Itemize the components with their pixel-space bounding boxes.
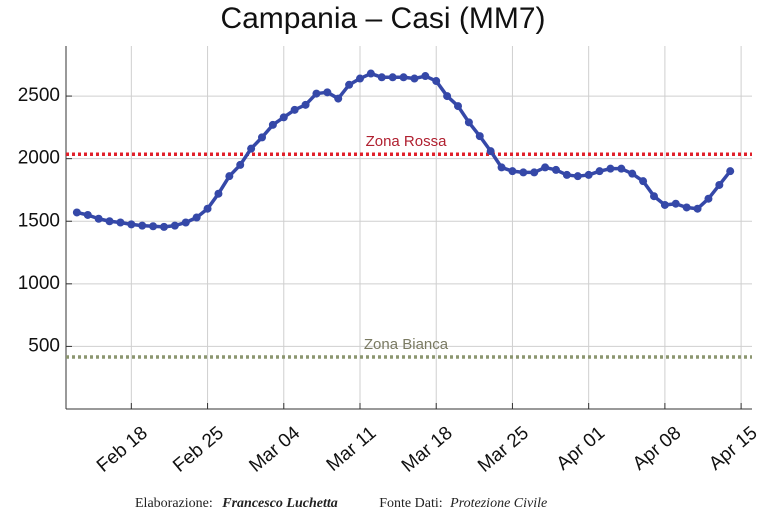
data-point (268, 120, 277, 129)
data-point (127, 220, 136, 229)
data-point (247, 144, 256, 153)
data-point (105, 217, 114, 226)
credit-name: Francesco Luchetta (221, 496, 338, 511)
data-point (639, 177, 648, 186)
data-point (214, 189, 223, 198)
y-tick-label: 2500 (18, 85, 60, 106)
data-point (72, 208, 81, 217)
chart-title: Campania – Casi (MM7) (220, 2, 545, 35)
data-point (562, 170, 571, 179)
data-point (595, 167, 604, 176)
y-tick-label: 500 (28, 335, 60, 356)
data-point (660, 200, 669, 209)
reference-label: Zona Bianca (364, 336, 449, 353)
data-point (671, 199, 680, 208)
data-point (704, 194, 713, 203)
footer: Elaborazione: Francesco Luchetta Fonte D… (135, 496, 547, 511)
data-point (464, 118, 473, 127)
data-point (454, 102, 462, 111)
data-point (94, 214, 103, 223)
data-point (715, 180, 724, 189)
data-point (149, 222, 158, 231)
data-point (345, 80, 354, 89)
data-point (170, 221, 179, 230)
source-name: Protezione Civile (449, 496, 547, 511)
data-point (399, 73, 408, 82)
data-point (225, 172, 234, 181)
data-point (366, 69, 375, 78)
data-point (160, 222, 168, 231)
data-point (606, 164, 615, 173)
x-tick-label: Apr 15 (705, 423, 761, 475)
data-point (138, 221, 147, 230)
data-point (279, 113, 288, 122)
data-point (628, 169, 637, 178)
x-tick-label: Feb 18 (93, 423, 152, 477)
data-point (356, 74, 364, 83)
data-point (508, 167, 517, 176)
data-point (192, 213, 201, 222)
data-point (377, 73, 386, 82)
data-point (323, 88, 332, 97)
y-tick-label: 2000 (18, 148, 60, 169)
x-tick-label: Mar 04 (245, 422, 304, 476)
data-point (573, 172, 582, 181)
data-point (541, 163, 550, 172)
y-tick-label: 1000 (18, 273, 60, 294)
data-point (693, 204, 702, 213)
source-label: Fonte Dati: (379, 496, 442, 511)
data-point (475, 132, 484, 141)
data-point (203, 204, 212, 213)
data-point (181, 218, 190, 227)
data-point (443, 92, 452, 101)
data-point (116, 218, 125, 227)
x-tick-label: Mar 18 (398, 423, 457, 477)
data-point (650, 192, 658, 201)
data-point (519, 168, 528, 177)
data-point (682, 203, 691, 212)
x-tick-label: Apr 01 (553, 423, 609, 475)
data-point (617, 164, 626, 173)
reference-label: Zona Rossa (366, 133, 448, 150)
data-point (497, 163, 506, 172)
data-point (301, 100, 310, 109)
data-point (584, 170, 593, 179)
data-point (388, 73, 397, 82)
credit-label: Elaborazione: (135, 496, 213, 511)
data-point (334, 94, 343, 103)
data-point (410, 74, 419, 83)
data-point (421, 72, 430, 81)
data-point (486, 147, 495, 156)
data-point (312, 89, 321, 98)
data-point (258, 133, 266, 142)
x-tick-label: Mar 25 (474, 423, 533, 477)
data-point (432, 77, 441, 86)
y-tick-label: 1500 (18, 210, 60, 231)
x-tick-label: Feb 25 (169, 423, 228, 477)
data-point (552, 165, 560, 174)
data-point (83, 210, 92, 219)
data-point (236, 160, 245, 169)
data-point (726, 167, 735, 176)
data-point (530, 168, 539, 177)
x-tick-label: Mar 11 (323, 423, 381, 476)
x-tick-label: Apr 08 (629, 423, 685, 475)
data-point (290, 105, 299, 114)
